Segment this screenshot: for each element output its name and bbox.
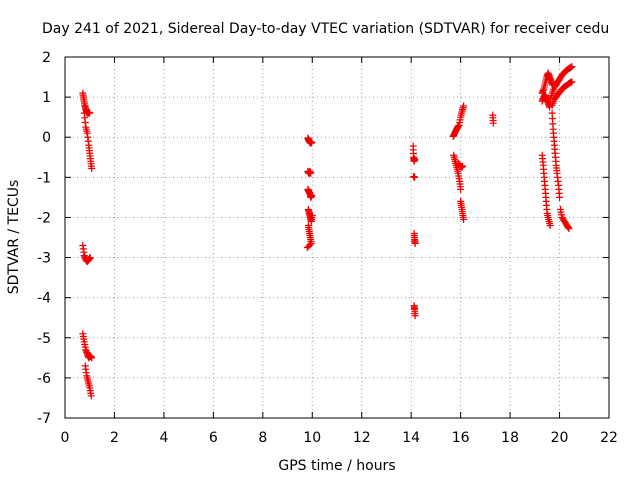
data-point (568, 78, 576, 86)
x-tick-label: 6 (209, 430, 218, 446)
data-point (489, 119, 497, 127)
x-tick-label: 10 (303, 430, 321, 446)
x-tick-label: 8 (258, 430, 267, 446)
data-point (411, 155, 419, 163)
plot-frame (64, 56, 610, 419)
data-point (308, 191, 316, 199)
data-point (457, 185, 465, 193)
data-point (305, 242, 313, 250)
y-tick-label: -7 (37, 411, 51, 427)
x-tick-label: 20 (551, 430, 569, 446)
x-tick-label: 16 (452, 430, 470, 446)
x-tick-label: 4 (159, 430, 168, 446)
data-points (79, 63, 576, 400)
data-point (86, 254, 94, 262)
data-point (307, 169, 315, 177)
y-tick-label: -4 (37, 291, 51, 307)
y-tick-label: 1 (42, 90, 51, 106)
data-point (459, 162, 467, 170)
axis-ticks (64, 56, 610, 419)
x-tick-label: 0 (61, 430, 70, 446)
data-point (411, 173, 419, 181)
data-point (556, 193, 564, 201)
data-point (546, 221, 554, 229)
y-tick-label: 2 (42, 50, 51, 66)
x-tick-label: 12 (353, 430, 371, 446)
y-tick-label: 0 (42, 130, 51, 146)
data-point (88, 165, 96, 173)
chart-title: Day 241 of 2021, Sidereal Day-to-day VTE… (42, 21, 609, 37)
x-tick-label: 14 (402, 430, 420, 446)
data-point (565, 225, 573, 233)
data-point (460, 215, 468, 223)
data-point (460, 102, 468, 110)
y-tick-label: -1 (37, 170, 51, 186)
y-tick-labels: 2 1 0 -1 -2 -3 -4 -5 -6 -7 (37, 50, 51, 427)
data-point (308, 138, 316, 146)
x-tick-label: 18 (501, 430, 519, 446)
data-point (411, 240, 419, 248)
x-axis-label: GPS time / hours (278, 458, 395, 474)
x-tick-label: 22 (600, 430, 618, 446)
y-tick-label: -2 (37, 210, 51, 226)
data-point (303, 244, 311, 252)
x-tick-labels: 0 2 4 6 8 10 12 14 16 18 20 22 (61, 430, 618, 446)
data-point (87, 392, 95, 400)
data-point (88, 354, 96, 362)
data-point (564, 224, 572, 232)
y-tick-label: -6 (37, 371, 51, 387)
x-tick-label: 2 (110, 430, 119, 446)
data-point (411, 312, 419, 320)
data-point (308, 211, 316, 219)
y-tick-label: -3 (37, 251, 51, 267)
y-tick-label: -5 (37, 331, 51, 347)
data-point (568, 63, 576, 71)
grid-lines (65, 57, 609, 418)
y-axis-label: SDTVAR / TECUs (6, 180, 22, 295)
